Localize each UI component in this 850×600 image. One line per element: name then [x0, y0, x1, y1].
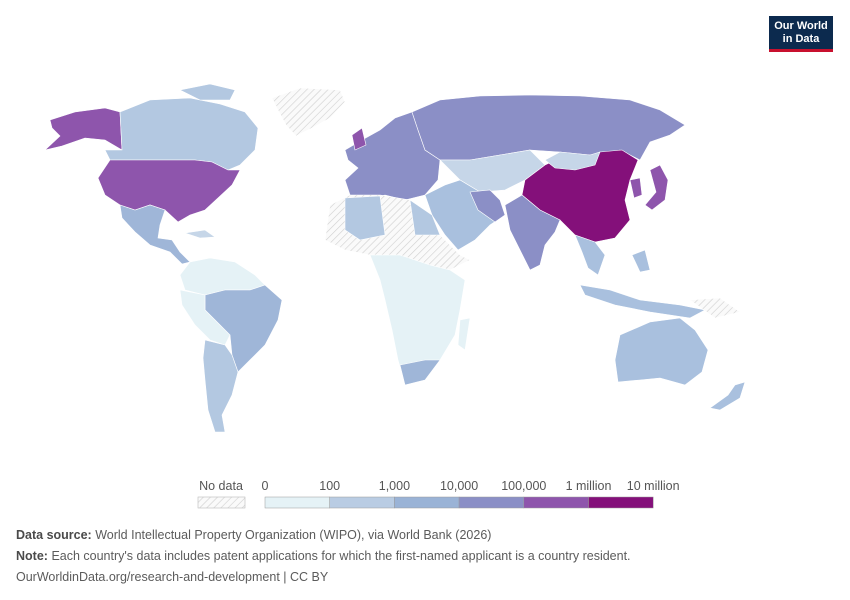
legend-tick-label: 10,000: [440, 479, 478, 493]
legend-tick-label: 100,000: [501, 479, 546, 493]
legend-swatch: [459, 497, 524, 508]
legend-tick-label: 100: [319, 479, 340, 493]
legend-label: No data: [199, 479, 243, 493]
legend-tick-label: 1 million: [566, 479, 612, 493]
logo-line: in Data: [783, 33, 820, 45]
legend-swatch: [524, 497, 589, 508]
note-line: Note: Each country's data includes paten…: [16, 549, 631, 563]
note-label: Note:: [16, 549, 48, 563]
legend-swatch: [330, 497, 395, 508]
source-label: Data source:: [16, 528, 92, 542]
link-line[interactable]: OurWorldinData.org/research-and-developm…: [16, 570, 328, 584]
legend-tick-label: 10 million: [627, 479, 680, 493]
legend-swatch: [589, 497, 654, 508]
legend-tick-label: 0: [262, 479, 269, 493]
logo[interactable]: Our Worldin Data: [769, 16, 833, 52]
legend-swatch: [394, 497, 459, 508]
note-text: Each country's data includes patent appl…: [51, 549, 630, 563]
world-map: [45, 84, 745, 432]
legend-swatch: [198, 497, 245, 508]
source-text: World Intellectual Property Organization…: [95, 528, 491, 542]
legend-tick-label: 1,000: [379, 479, 410, 493]
source-line: Data source: World Intellectual Property…: [16, 528, 491, 542]
logo-line: Our World: [774, 20, 828, 32]
legend-swatch: [265, 497, 330, 508]
link-text[interactable]: OurWorldinData.org/research-and-developm…: [16, 570, 328, 584]
